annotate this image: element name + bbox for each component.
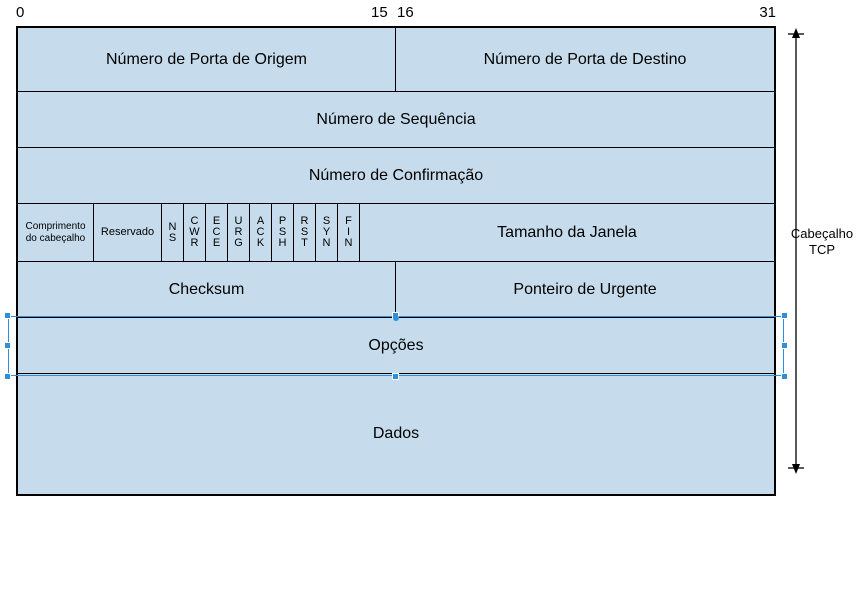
flag-ece: E C E: [206, 204, 228, 261]
flag-cwr: C W R: [184, 204, 206, 261]
bit-label-0: 0: [16, 4, 24, 21]
hlen-l2: do cabeçalho: [26, 233, 86, 244]
hlen-l1: Comprimento: [25, 221, 85, 232]
row-ports: Número de Porta de Origem Número de Port…: [18, 28, 774, 92]
row-seq: Número de Sequência: [18, 92, 774, 148]
field-reserved: Reservado: [94, 204, 162, 261]
bracket-label-l1: Cabeçalho: [791, 226, 853, 241]
bit-label-16: 16: [397, 4, 414, 21]
field-acknowledgment: Número de Confirmação: [18, 148, 774, 203]
field-dst-port: Número de Porta de Destino: [396, 28, 774, 91]
row-checksum-urgent: Checksum Ponteiro de Urgente: [18, 262, 774, 318]
field-sequence: Número de Sequência: [18, 92, 774, 147]
row-ack: Número de Confirmação: [18, 148, 774, 204]
bit-label-15: 15: [371, 4, 388, 21]
row-flags-window: Comprimento do cabeçalho Reservado N S C…: [18, 204, 774, 262]
flag-rst: R S T: [294, 204, 316, 261]
flag-urg: U R G: [228, 204, 250, 261]
flag-psh: P S H: [272, 204, 294, 261]
field-urgent-pointer: Ponteiro de Urgente: [396, 262, 774, 317]
flag-syn: S Y N: [316, 204, 338, 261]
row-data: Dados: [18, 374, 774, 494]
tcp-header-diagram: 0 15 16 31 Número de Porta de Origem Núm…: [4, 4, 852, 594]
bit-ruler: 0 15 16 31: [16, 4, 776, 24]
bracket-label-l2: TCP: [809, 242, 835, 257]
bracket-header: Cabeçalho TCP: [786, 26, 846, 476]
field-data: Dados: [18, 374, 774, 494]
bit-label-31: 31: [759, 4, 776, 21]
header-grid: Número de Porta de Origem Número de Port…: [16, 26, 776, 496]
field-options: Opções: [18, 318, 774, 373]
field-header-length: Comprimento do cabeçalho: [18, 204, 94, 261]
flag-fin: F I N: [338, 204, 360, 261]
flag-ns: N S: [162, 204, 184, 261]
field-src-port: Número de Porta de Origem: [18, 28, 396, 91]
flag-ack: A C K: [250, 204, 272, 261]
field-window-size: Tamanho da Janela: [360, 204, 774, 261]
row-options: Opções: [18, 318, 774, 374]
field-checksum: Checksum: [18, 262, 396, 317]
